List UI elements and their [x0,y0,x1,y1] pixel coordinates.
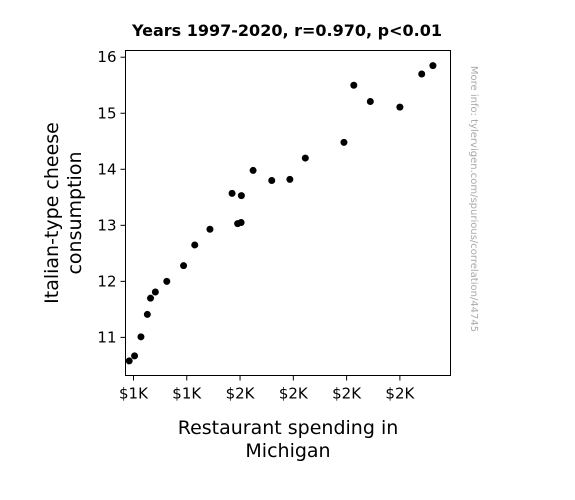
y-tick-label: 15 [97,104,116,122]
data-point [151,288,159,296]
data-point [350,81,358,89]
y-tick-label: 16 [97,48,116,66]
data-point [228,189,236,197]
data-point [237,219,245,227]
y-tick-label: 12 [97,272,116,290]
data-point [366,97,374,105]
source-watermark: More info: tylervigen.com/spurious/corre… [468,66,479,332]
y-tick-label: 14 [97,160,116,178]
y-tick-label: 13 [97,216,116,234]
data-point [163,277,171,285]
data-point [418,70,426,78]
data-point [268,177,276,184]
data-point [301,154,309,162]
data-point [180,262,188,270]
x-tick-label: $1K [172,385,202,403]
data-point [131,352,139,360]
x-tick-label: $2K [226,385,256,403]
data-point [143,310,151,318]
x-axis-title-line-2: Michigan [245,440,330,462]
y-axis-title-line-2: consumption [64,151,86,274]
data-point [125,357,133,365]
y-tick-label: 11 [97,328,116,346]
x-tick-label: $2K [385,385,415,403]
data-point [429,62,437,70]
data-point [147,294,155,302]
plot-area [125,50,451,376]
x-tick-label: $1K [119,385,149,403]
data-point [340,138,348,146]
data-points [125,62,437,365]
x-axis-ticks: $1K $1K $2K $2K $2K $2K [119,375,416,403]
data-point [249,166,257,174]
x-tick-label: $2K [279,385,309,403]
y-axis-title-line-1: Italian-type cheese [41,122,63,304]
data-point [286,175,294,183]
x-tick-label: $2K [332,385,362,403]
x-axis-title-line-1: Restaurant spending in [178,417,399,439]
chart-title: Years 1997-2020, r=0.970, p<0.01 [131,21,442,40]
data-point [206,225,214,233]
data-point [191,241,199,249]
data-point [396,103,404,111]
y-axis-ticks: 11 12 13 14 15 16 [97,48,126,346]
data-point [237,192,245,200]
data-point [137,333,145,341]
